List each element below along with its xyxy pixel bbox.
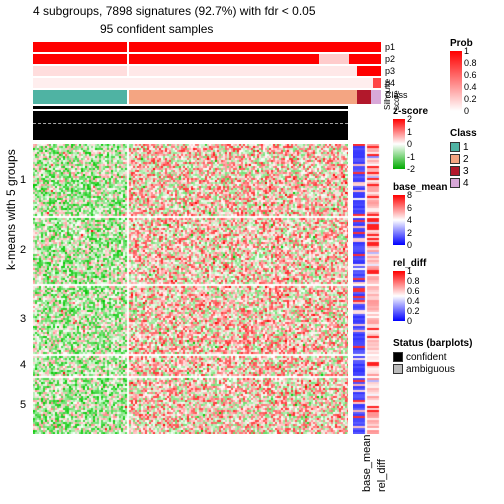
legend-basemean: base_mean 02468 [393,182,447,245]
anno-p1 [129,42,381,52]
track-label-Class: Class [385,90,408,100]
main-title: 4 subgroups, 7898 signatures (92.7%) wit… [33,4,316,18]
side-annotations [353,144,381,434]
legend-status: Status (barplots) confidentambiguous [393,338,472,375]
row-group-4: 4 [20,359,26,371]
track-label-p3: p3 [385,66,395,76]
anno-p3 [129,66,357,76]
row-group-3: 3 [20,313,26,325]
heatmap [33,144,348,434]
legend-class: Class 1234 [450,128,477,189]
legend-zscore: z-score -2-1012 [393,106,428,169]
silhouette-track [33,106,348,140]
row-group-5: 5 [20,399,26,411]
legend-reldiff: rel_diff 00.20.40.60.81 [393,258,426,321]
track-label-p1: p1 [385,42,395,52]
anno-Class [129,90,357,104]
anno-p3 [357,66,381,76]
anno-p2 [319,54,349,64]
anno-Class [33,90,127,104]
side-label-reldiff: rel_diff [376,459,388,492]
anno-Class [357,90,371,104]
anno-p4 [33,78,381,88]
row-group-1: 1 [20,174,26,186]
anno-p1 [33,42,127,52]
anno-Class [371,90,381,104]
y-axis-label: k-means with 5 groups [4,149,18,270]
track-label-p4: p4 [385,78,395,88]
side-label-basemean: base_mean [361,435,373,493]
anno-p2 [33,54,127,64]
anno-p4 [373,78,381,88]
subtitle: 95 confident samples [100,22,213,36]
anno-p2 [349,54,381,64]
anno-p2 [129,54,319,64]
track-label-p2: p2 [385,54,395,64]
legend-prob: Prob 00.20.40.60.81 [450,38,473,111]
row-group-2: 2 [20,244,26,256]
anno-p3 [33,66,127,76]
